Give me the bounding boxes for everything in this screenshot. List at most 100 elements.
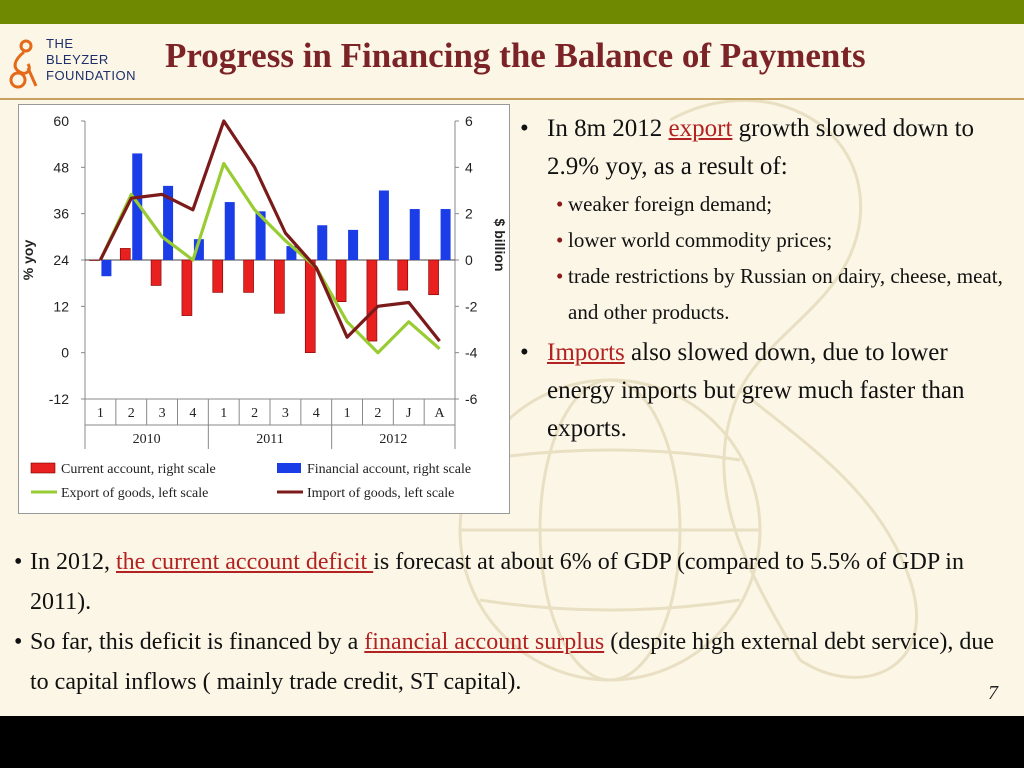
category-label: 1 [220,406,227,421]
legend-label: Financial account, right scale [307,462,471,477]
logo-line-3: FOUNDATION [46,68,136,83]
fa-surplus-link[interactable]: financial account surplus [364,629,605,655]
left-tick-label: 12 [53,298,69,314]
right-tick-label: -4 [465,345,478,361]
bullet-imports: • Imports also slowed down, due to lower … [520,334,1010,448]
right-tick-label: 6 [465,113,473,129]
title-divider [0,98,1024,100]
sub-bullet-2: • lower world commodity prices; [520,222,1010,258]
financial-account-bar [286,246,297,260]
bullet-dot: • [520,115,529,142]
category-label: 1 [97,406,104,421]
category-label: 2 [251,406,258,421]
category-label: 4 [313,406,320,421]
current-account-bar [119,248,131,261]
logo-line-1: THE [46,36,74,51]
current-account-bar [274,259,285,314]
financial-account-bar [440,209,451,260]
current-account-bar [243,259,254,293]
logo-line-2: BLEYZER [46,52,109,67]
sub-bullet-1: • weaker foreign demand; [520,186,1010,222]
bullet-text: growth slowed down to 2.9% yoy, as a res… [547,115,975,180]
financial-account-bar [193,239,204,260]
bullet-text: In 8m 2012 [547,115,669,142]
bullet-dot: • [14,549,23,575]
financial-account-bar [348,229,359,260]
current-account-bar [335,259,347,303]
bullet-dot: • [556,192,564,216]
right-tick-label: 0 [465,252,473,268]
category-label: J [406,406,412,421]
financial-account-bar [255,211,266,260]
bullet-export: • In 8m 2012 export growth slowed down to… [520,110,1010,186]
category-label: A [435,406,446,421]
right-bullet-list: • In 8m 2012 export growth slowed down to… [520,110,1010,448]
cad-link[interactable]: the current account deficit [116,549,374,575]
right-tick-label: -2 [465,298,478,314]
bullet-financing: • So far, this deficit is financed by a f… [14,622,1014,702]
current-account-bar [212,259,224,293]
bullet-dot: • [556,264,564,288]
category-label: 4 [189,406,196,421]
bottom-bullet-list: • In 2012, the current account deficit is… [14,542,1014,702]
category-label: 1 [344,406,351,421]
financial-account-bar [163,185,174,260]
category-label: 3 [282,406,289,421]
left-axis-title: % yoy [20,240,36,281]
year-group-label: 2012 [379,432,407,447]
left-tick-label: 36 [53,206,69,222]
top-color-bar [0,0,1024,24]
bullet-text: also slowed down, due to lower energy im… [547,339,965,442]
current-account-bar [304,259,316,353]
left-tick-label: -12 [49,391,69,407]
right-tick-label: 2 [465,206,473,222]
category-label: 2 [374,406,381,421]
bullet-text: In 2012, [30,549,116,575]
bullet-dot: • [520,339,529,366]
imports-link[interactable]: Imports [547,339,625,366]
page-number: 7 [988,682,998,704]
bullet-text: (despite high external debt service), du… [30,629,995,695]
current-account-bar [428,259,439,296]
sub-bullet-3: • trade restrictions by Russian on dairy,… [520,258,1010,330]
sub-bullet-text: trade restrictions by Russian on dairy, … [568,264,1003,324]
left-tick-label: 0 [61,345,69,361]
legend-label: Current account, right scale [61,462,216,477]
year-group-label: 2010 [133,432,161,447]
financial-account-bar [101,260,112,277]
legend-label: Import of goods, left scale [307,486,454,501]
legend-swatch [277,463,301,473]
sub-bullet-text: lower world commodity prices; [568,228,833,252]
right-tick-label: 4 [465,159,473,175]
slide-title: Progress in Financing the Balance of Pay… [165,36,866,75]
financial-account-bar [409,209,420,260]
financial-account-bar [317,225,328,260]
export-line [98,161,441,355]
logo-text: THE BLEYZER FOUNDATION [46,36,136,84]
bullet-dot: • [14,629,23,655]
legend-label: Export of goods, left scale [61,486,208,501]
year-group-label: 2011 [256,432,283,447]
current-account-bar [366,259,378,342]
logo-figure-icon [9,39,38,89]
right-tick-label: -6 [465,391,478,407]
category-label: 3 [159,406,166,421]
sub-bullet-text: weaker foreign demand; [568,192,773,216]
category-label: 2 [128,406,135,421]
bullet-text: is forecast at about 6% of GDP (compared… [30,549,964,615]
current-account-bar [397,259,409,291]
import-line [98,119,441,343]
current-account-bar [150,259,162,286]
financial-account-bar [378,190,389,260]
legend-swatch [30,462,56,474]
bleyzer-logo: THE BLEYZER FOUNDATION [6,36,186,92]
left-tick-label: 24 [53,252,69,268]
bullet-dot: • [556,228,564,252]
current-account-bar [181,259,193,316]
globe-watermark [458,98,918,682]
left-tick-label: 60 [53,113,69,129]
financial-account-bar [224,202,235,260]
financial-account-bar [132,153,143,260]
export-link[interactable]: export [668,115,733,142]
